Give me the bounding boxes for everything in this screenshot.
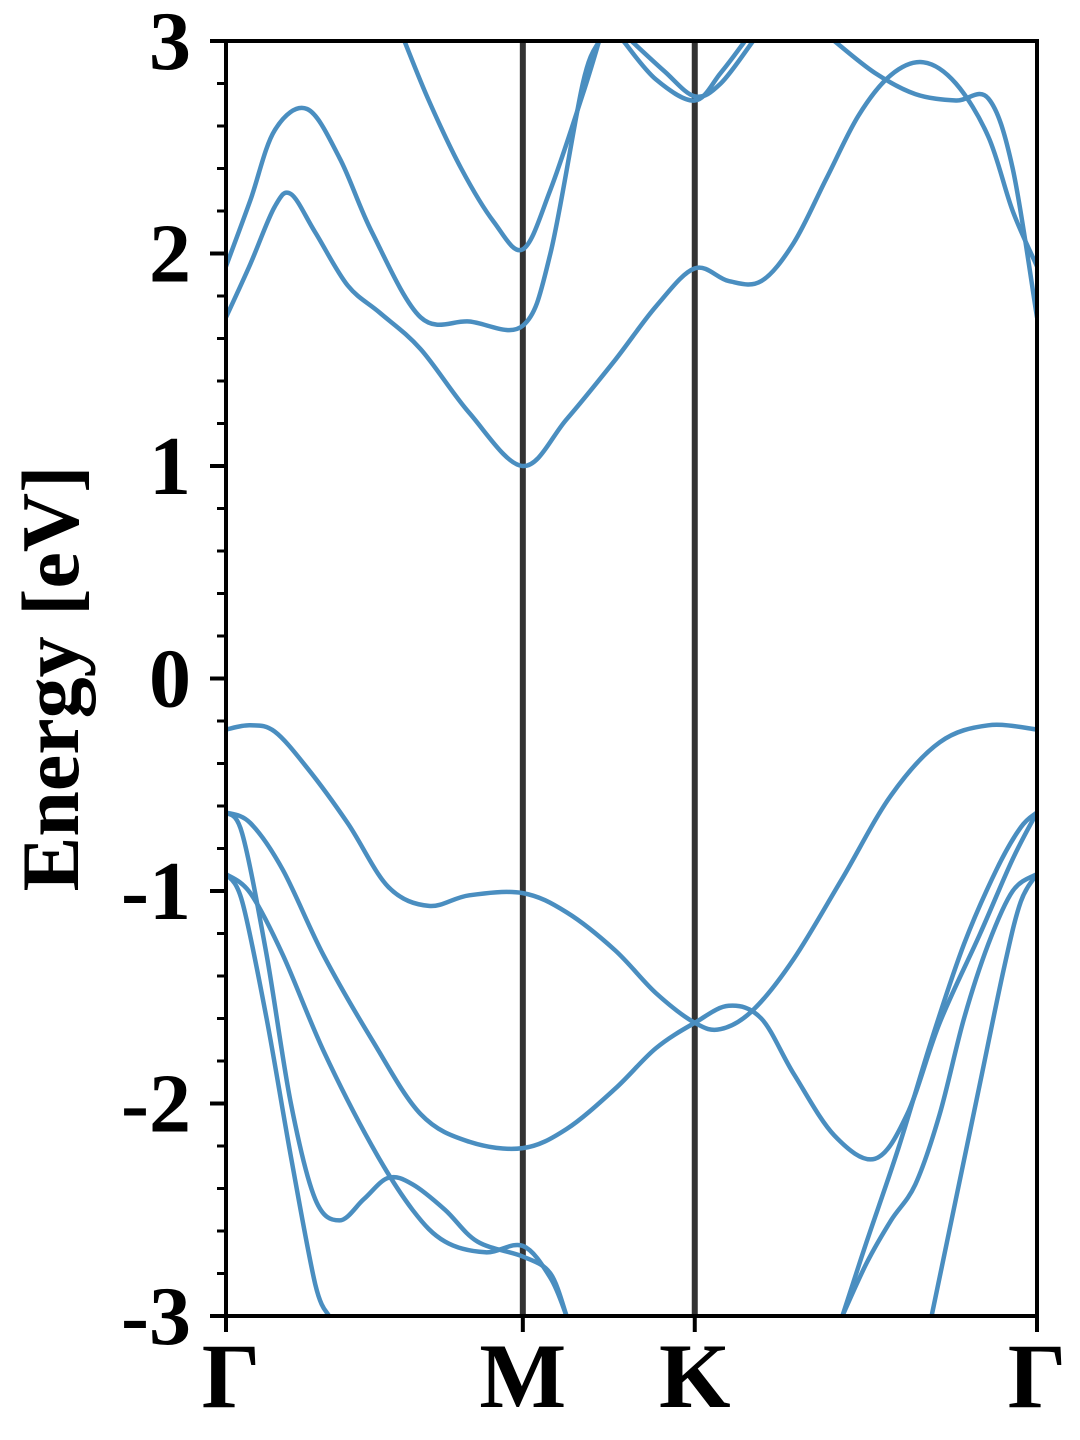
band-line-11 — [402, 41, 602, 253]
band-line-12 — [629, 41, 756, 99]
y-tick-label: -3 — [121, 1270, 191, 1363]
band-line-6 — [840, 810, 1037, 1316]
band-line-9 — [226, 59, 1037, 469]
x-tick-label-3: K — [659, 1325, 731, 1427]
plot-frame — [224, 39, 1039, 1318]
x-tick-label-2: M — [479, 1325, 566, 1427]
y-tick-label: 0 — [149, 633, 191, 726]
y-axis-label: Energy [eV] — [5, 466, 96, 892]
band-line-13 — [621, 41, 748, 103]
band-line-10 — [226, 41, 602, 333]
y-tick-label: -2 — [121, 1058, 191, 1151]
y-tick-label: 3 — [149, 0, 191, 88]
axes — [224, 39, 1039, 1318]
band-line-1 — [226, 722, 1037, 1033]
y-ticks: -3 -2 -1 0 1 2 3 — [121, 0, 226, 1363]
band-line-2 — [226, 810, 1037, 1162]
x-tick-label-1: Γ — [202, 1325, 261, 1427]
band-line-5 — [226, 871, 332, 1316]
band-line-8 — [929, 871, 1037, 1316]
band-line-4 — [226, 810, 569, 1316]
y-tick-label: 2 — [149, 208, 191, 301]
band-line-7 — [840, 871, 1037, 1316]
band-line-14 — [832, 41, 1037, 320]
x-tick-label-4: Γ — [1008, 1325, 1067, 1427]
band-line-3 — [226, 871, 569, 1316]
kpath-lines — [519, 41, 698, 1316]
band-series — [226, 41, 1037, 1316]
y-tick-label: -1 — [121, 845, 191, 938]
y-tick-label: 1 — [149, 420, 191, 513]
